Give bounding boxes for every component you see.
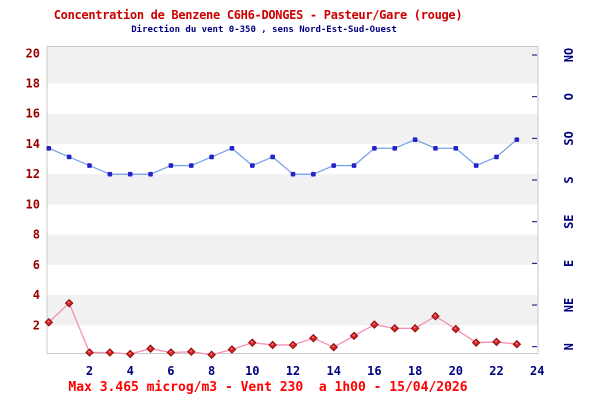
x-axis-label: 16 <box>367 364 381 378</box>
y-axis-label: 16 <box>26 107 40 121</box>
direction-axis-ticks <box>532 54 537 348</box>
x-axis-label: 24 <box>530 364 544 378</box>
chart-title: Concentration de Benzene C6H6-DONGES - P… <box>53 8 463 22</box>
x-axis-label: 10 <box>245 364 259 378</box>
benzene-series <box>44 298 522 360</box>
wind-point <box>392 145 398 151</box>
benzene-point <box>390 324 400 333</box>
direction-label-SO: SO <box>562 131 576 145</box>
x-axis-label: 18 <box>408 364 422 378</box>
wind-point <box>229 145 235 151</box>
x-axis-label: 8 <box>208 364 215 378</box>
benzene-point <box>309 333 318 343</box>
direction-label-E: E <box>562 260 576 267</box>
y-axis-label: 20 <box>26 46 40 60</box>
wind-point <box>494 154 499 160</box>
benzene-point <box>247 338 257 347</box>
benzene-point <box>512 339 522 349</box>
wind-point <box>87 163 92 168</box>
direction-label-NE: NE <box>562 298 576 312</box>
benzene-point <box>471 338 481 347</box>
y-axis-label: 10 <box>26 197 40 211</box>
direction-label-O: O <box>562 93 576 100</box>
direction-label-N: N <box>562 343 576 350</box>
benzene-point <box>146 344 155 354</box>
benzene-point <box>166 348 176 357</box>
plot-border <box>46 46 539 354</box>
benzene-point <box>268 340 277 350</box>
benzene-point <box>288 340 298 350</box>
x-axis-label: 6 <box>167 364 174 378</box>
wind-point <box>412 137 418 142</box>
y-axis-label: 4 <box>33 288 40 302</box>
benzene-point <box>370 320 379 329</box>
wind-point <box>148 171 153 177</box>
wind-point <box>433 145 438 151</box>
benzene-point <box>207 350 216 360</box>
x-axis-label: 2 <box>86 364 93 378</box>
x-axis-label: 20 <box>449 364 463 378</box>
benzene-point <box>349 331 359 341</box>
y-axis-label: 6 <box>33 258 40 272</box>
y-axis-labels: 20 18 16 14 12 10 8 6 4 2 <box>26 46 40 332</box>
wind-point <box>209 154 214 160</box>
direction-label-S: S <box>562 176 576 183</box>
wind-direction-series <box>46 137 520 177</box>
x-axis-label: 12 <box>286 364 300 378</box>
wind-point <box>188 163 194 168</box>
x-axis-label: 22 <box>489 364 503 378</box>
benzene-point <box>451 324 461 334</box>
wind-point <box>351 163 357 168</box>
direction-label-NO: NO <box>562 48 576 62</box>
benzene-point <box>227 345 237 354</box>
direction-axis-labels: N NE E SE S SO O NO <box>562 48 576 351</box>
wind-point <box>270 154 275 160</box>
wind-point <box>127 171 133 177</box>
wind-point <box>107 171 113 177</box>
benzene-point <box>44 317 54 327</box>
benzene-point <box>125 349 135 359</box>
wind-point <box>250 163 255 168</box>
wind-point <box>514 137 520 142</box>
wind-point <box>453 145 459 151</box>
y-axis-label: 8 <box>33 228 40 242</box>
wind-point <box>331 163 336 168</box>
wind-point <box>66 154 72 160</box>
wind-point <box>46 145 52 151</box>
y-axis-label: 12 <box>26 167 40 181</box>
wind-point <box>473 163 479 168</box>
benzene-point <box>105 348 115 357</box>
wind-point <box>311 171 316 177</box>
benzene-point <box>431 311 440 321</box>
benzene-point <box>329 342 339 352</box>
chart-max-annotation: Max 3.465 microg/m3 - Vent 230 a 1h00 - … <box>68 380 468 395</box>
wind-point <box>168 163 174 168</box>
benzene-point <box>64 298 74 308</box>
wind-point <box>372 145 377 151</box>
plot-bands <box>47 46 538 354</box>
x-axis-label: 4 <box>127 364 134 378</box>
y-axis-label: 2 <box>33 318 40 332</box>
y-axis-label: 18 <box>26 77 40 91</box>
x-axis-label: 14 <box>326 364 340 378</box>
chart-subtitle: Direction du vent 0-350 , sens Nord-Est-… <box>131 25 397 35</box>
benzene-point <box>492 337 501 347</box>
x-axis-labels: 2 4 6 8 10 12 14 16 18 20 22 24 <box>86 364 545 378</box>
direction-label-SE: SE <box>562 214 576 228</box>
y-axis-label: 14 <box>26 137 40 151</box>
benzene-point <box>410 324 420 333</box>
benzene-point <box>186 347 196 357</box>
wind-point <box>290 171 296 177</box>
benzene-point <box>85 348 94 357</box>
